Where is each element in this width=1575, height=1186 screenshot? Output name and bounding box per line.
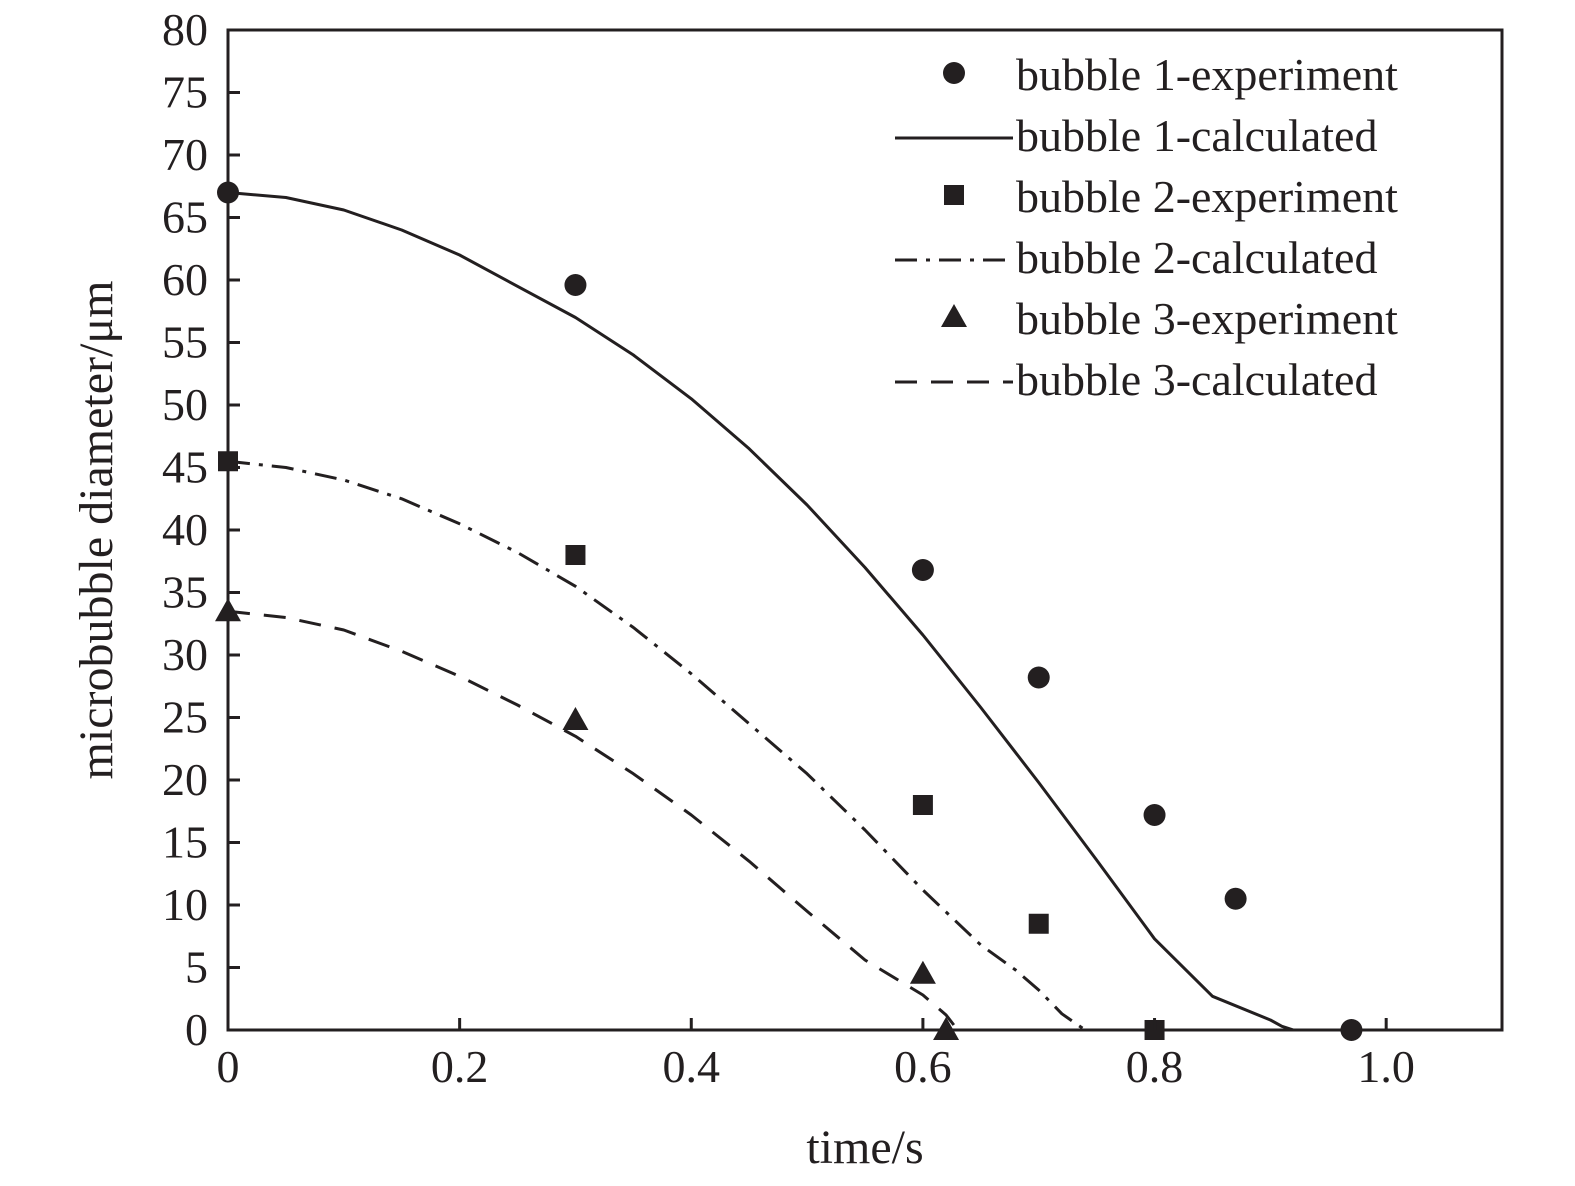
y-tick-label: 30 <box>162 629 208 680</box>
x-axis-title: time/s <box>806 1121 923 1174</box>
y-tick-label: 40 <box>162 504 208 555</box>
circle-marker <box>1224 887 1247 910</box>
x-tick-label: 0.8 <box>1126 1041 1184 1092</box>
series-line-2 <box>227 191 1294 1032</box>
y-tick-label: 0 <box>185 1004 208 1055</box>
circle-marker <box>1027 666 1050 689</box>
x-tick-label: 0.2 <box>431 1041 489 1092</box>
y-tick-label: 75 <box>162 67 208 118</box>
axis-ticks <box>226 28 1388 1032</box>
legend: bubble 1-experiment bubble 1-calculated bu… <box>895 49 1398 405</box>
x-tick-label: 1.0 <box>1357 1041 1415 1092</box>
square-marker <box>565 545 586 565</box>
y-tick-label: 45 <box>162 442 208 493</box>
series-line-6 <box>227 609 959 1031</box>
y-tick-label: 55 <box>162 317 208 368</box>
legend-circle-marker <box>943 62 965 84</box>
series-line-4 <box>227 459 1086 1032</box>
legend-label: bubble 2-experiment <box>1016 171 1398 222</box>
triangle-marker <box>562 707 589 730</box>
x-tick-label: 0.4 <box>663 1041 721 1092</box>
legend-label: bubble 1-experiment <box>1016 49 1398 100</box>
y-tick-label: 15 <box>162 817 208 868</box>
y-tick-label: 70 <box>162 129 208 180</box>
x-tick-label: 0 <box>217 1041 240 1092</box>
y-tick-label: 20 <box>162 754 208 805</box>
y-tick-label: 80 <box>162 4 208 55</box>
legend-label: bubble 2-calculated <box>1016 232 1377 283</box>
y-tick-label: 50 <box>162 379 208 430</box>
legend-square-marker <box>944 185 964 205</box>
square-marker <box>1028 913 1049 934</box>
circle-marker <box>564 274 587 296</box>
legend-label: bubble 1-calculated <box>1016 110 1377 161</box>
y-tick-label: 25 <box>162 692 208 743</box>
axis-tick-labels: 0 0.2 0.4 0.6 0.8 1.0051015202530354045505560… <box>162 4 1415 1092</box>
y-tick-label: 5 <box>185 942 208 993</box>
legend-label: bubble 3-calculated <box>1016 354 1377 405</box>
y-tick-label: 10 <box>162 879 208 930</box>
circle-marker <box>1143 804 1166 826</box>
x-tick-label: 0.6 <box>894 1041 952 1092</box>
legend-triangle-marker <box>941 304 967 327</box>
y-tick-label: 65 <box>162 192 208 243</box>
circle-marker <box>911 559 934 581</box>
y-axis-title: microbubble diameter/μm <box>70 281 123 780</box>
triangle-marker <box>909 960 936 984</box>
legend-label: bubble 3-experiment <box>1016 293 1398 344</box>
square-marker <box>912 795 933 815</box>
series-lines <box>227 191 1294 1032</box>
y-tick-label: 35 <box>162 567 208 618</box>
y-tick-label: 60 <box>162 254 208 305</box>
